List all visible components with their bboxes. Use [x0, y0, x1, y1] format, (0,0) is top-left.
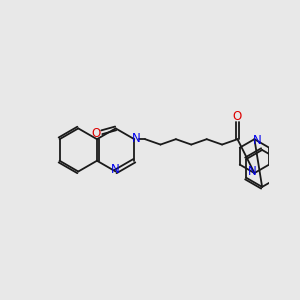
- Text: N: N: [248, 165, 256, 178]
- Text: N: N: [111, 164, 120, 176]
- Text: N: N: [132, 132, 141, 145]
- Text: O: O: [233, 110, 242, 123]
- Text: O: O: [92, 127, 101, 140]
- Text: N: N: [253, 134, 262, 147]
